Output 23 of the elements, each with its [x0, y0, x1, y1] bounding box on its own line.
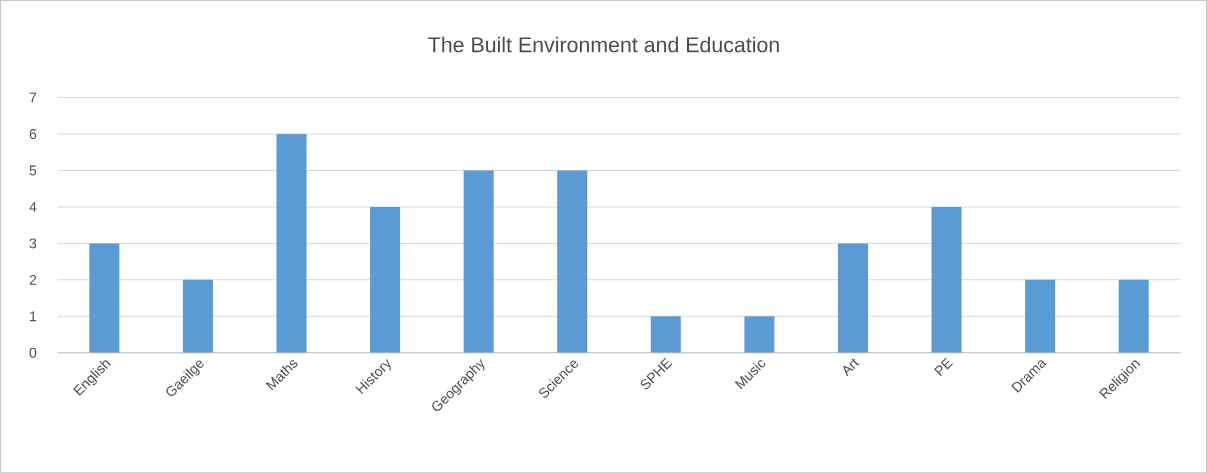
- bar: [837, 243, 868, 353]
- y-tick-label: 7: [29, 92, 37, 103]
- bar: [276, 133, 307, 353]
- x-tick-label: Art: [843, 358, 860, 377]
- chart-title: The Built Environment and Education: [428, 36, 779, 53]
- bar: [182, 279, 213, 353]
- bar: [463, 170, 494, 353]
- bar: [89, 243, 120, 353]
- x-tick-label: PE: [934, 357, 953, 376]
- y-tick-label: 3: [29, 238, 37, 249]
- y-tick-label: 5: [29, 165, 37, 176]
- bar: [931, 206, 962, 353]
- bar: [557, 170, 588, 353]
- y-tick-label: 1: [30, 311, 37, 321]
- bar: [650, 316, 681, 353]
- bar: [1118, 279, 1149, 353]
- bar: [1025, 279, 1056, 353]
- y-tick-label: 2: [29, 274, 37, 285]
- bar: [370, 206, 401, 353]
- y-tick-label: 6: [29, 128, 37, 139]
- y-tick-label: 0: [29, 347, 37, 358]
- y-tick-label: 4: [29, 201, 37, 212]
- bar: [744, 316, 775, 353]
